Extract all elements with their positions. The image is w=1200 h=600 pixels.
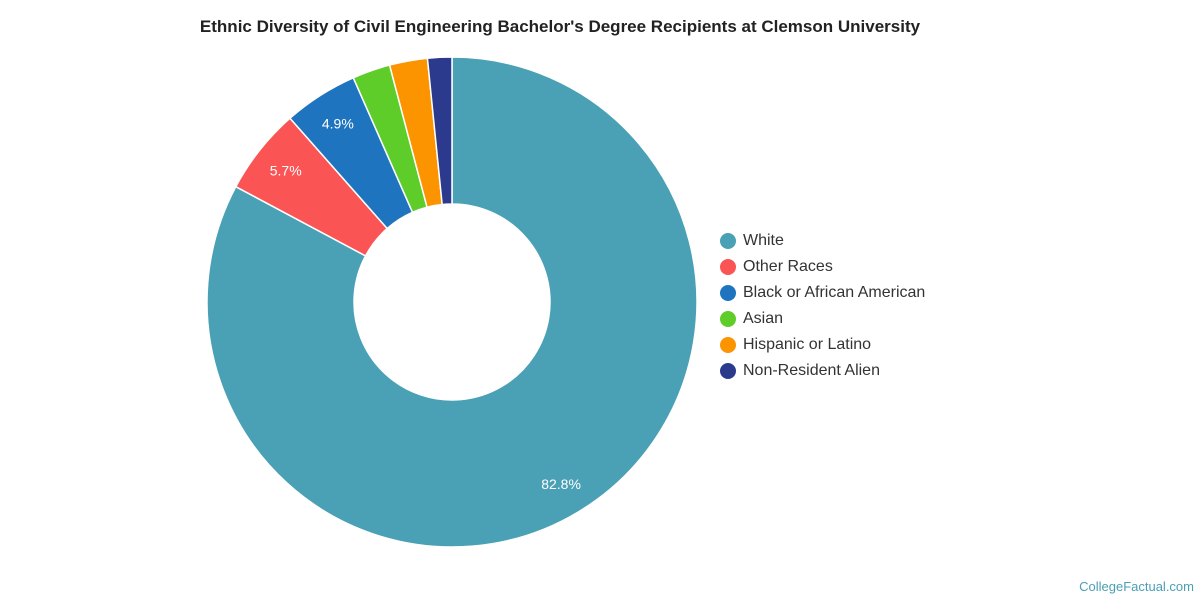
legend-marker-icon	[720, 363, 736, 379]
legend-marker-icon	[720, 233, 736, 249]
legend-item[interactable]: Black or African American	[720, 280, 925, 306]
slice-white[interactable]	[206, 56, 698, 548]
legend-label: White	[743, 232, 784, 249]
legend-label: Non-Resident Alien	[743, 362, 880, 379]
slice-label: 82.8%	[541, 476, 581, 492]
legend-item[interactable]: White	[720, 228, 925, 254]
legend-marker-icon	[720, 311, 736, 327]
legend-label: Hispanic or Latino	[743, 336, 872, 353]
slice-label: 4.9%	[322, 115, 354, 131]
legend-label: Asian	[743, 310, 784, 327]
chart-title: Ethnic Diversity of Civil Engineering Ba…	[199, 17, 921, 36]
credit-link[interactable]: CollegeFactual.com	[1079, 579, 1194, 594]
legend-label: Black or African American	[743, 284, 926, 301]
legend-marker-icon	[720, 285, 736, 301]
legend-label: Other Races	[743, 258, 833, 275]
legend-item[interactable]: Hispanic or Latino	[720, 332, 925, 358]
legend-marker-icon	[720, 259, 736, 275]
legend: White Other Races Black or African America…	[720, 228, 925, 384]
slice-label: 5.7%	[270, 162, 302, 178]
legend-item[interactable]: Other Races	[720, 254, 925, 280]
legend-item[interactable]: Asian	[720, 306, 925, 332]
legend-item[interactable]: Non-Resident Alien	[720, 358, 925, 384]
slice-non-resident-alien[interactable]	[426, 56, 453, 206]
legend-marker-icon	[720, 337, 736, 353]
